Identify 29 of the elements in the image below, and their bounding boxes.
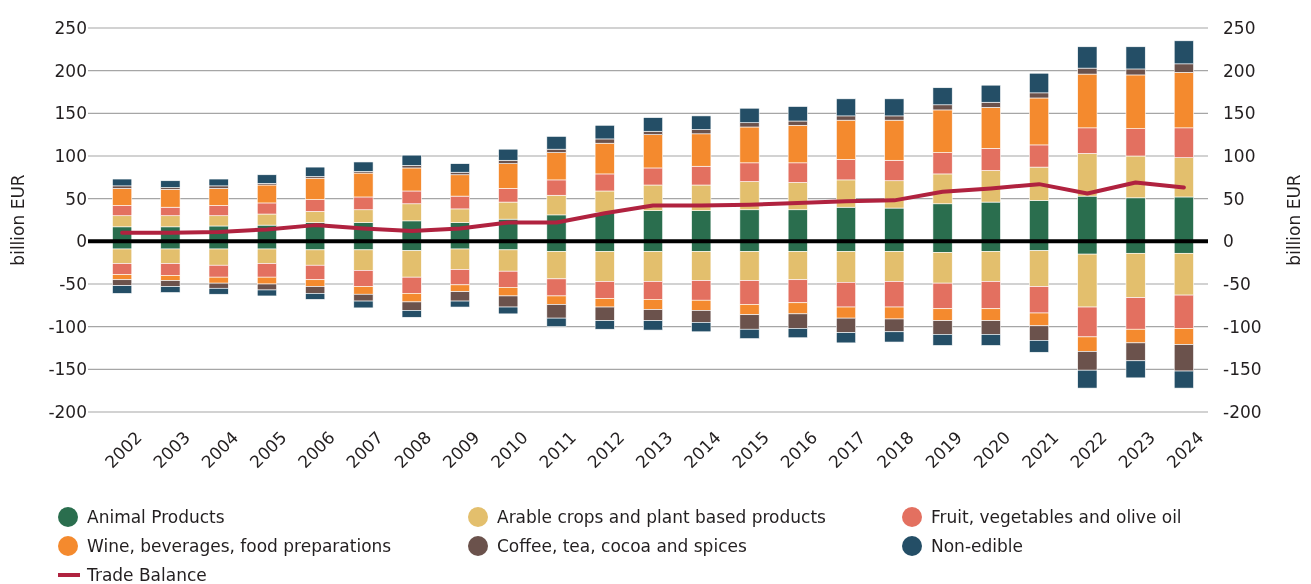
y2-tick-label: -100 xyxy=(1223,316,1262,337)
y-tick-label: -50 xyxy=(59,273,87,294)
legend-label: Fruit, vegetables and olive oil xyxy=(931,507,1182,527)
y2-tick-label: 150 xyxy=(1223,103,1256,124)
y2-tick-label: 250 xyxy=(1223,17,1256,38)
y-tick-label: 150 xyxy=(54,103,87,124)
y2-tick-label: -150 xyxy=(1223,359,1262,380)
y-tick-label: 200 xyxy=(54,60,87,81)
y-tick-label: 100 xyxy=(54,145,87,166)
y-axis-title: billion EUR xyxy=(8,174,28,266)
y2-tick-label: 200 xyxy=(1223,60,1256,81)
legend-label: Non-edible xyxy=(931,536,1023,556)
y-tick-label: -200 xyxy=(48,401,87,422)
legend-label: Animal Products xyxy=(87,507,225,527)
y2-tick-label: -200 xyxy=(1223,401,1262,422)
y-tick-label: 250 xyxy=(54,17,87,38)
legend-label: Arable crops and plant based products xyxy=(497,507,827,527)
y2-tick-label: -50 xyxy=(1223,273,1251,294)
legend-label: Coffee, tea, cocoa and spices xyxy=(497,536,747,556)
y-tick-label: -150 xyxy=(48,359,87,380)
legend-label: Wine, beverages, food preparations xyxy=(87,536,392,556)
y-tick-label: 50 xyxy=(65,188,87,209)
y2-axis-title: billion EUR xyxy=(1284,174,1304,266)
y2-tick-label: 50 xyxy=(1223,188,1245,209)
legend-label: Trade Balance xyxy=(86,565,207,584)
y2-tick-label: 100 xyxy=(1223,145,1256,166)
y-tick-label: -100 xyxy=(48,316,87,337)
y2-tick-label: 0 xyxy=(1223,231,1234,252)
y-tick-label: 0 xyxy=(76,231,87,252)
